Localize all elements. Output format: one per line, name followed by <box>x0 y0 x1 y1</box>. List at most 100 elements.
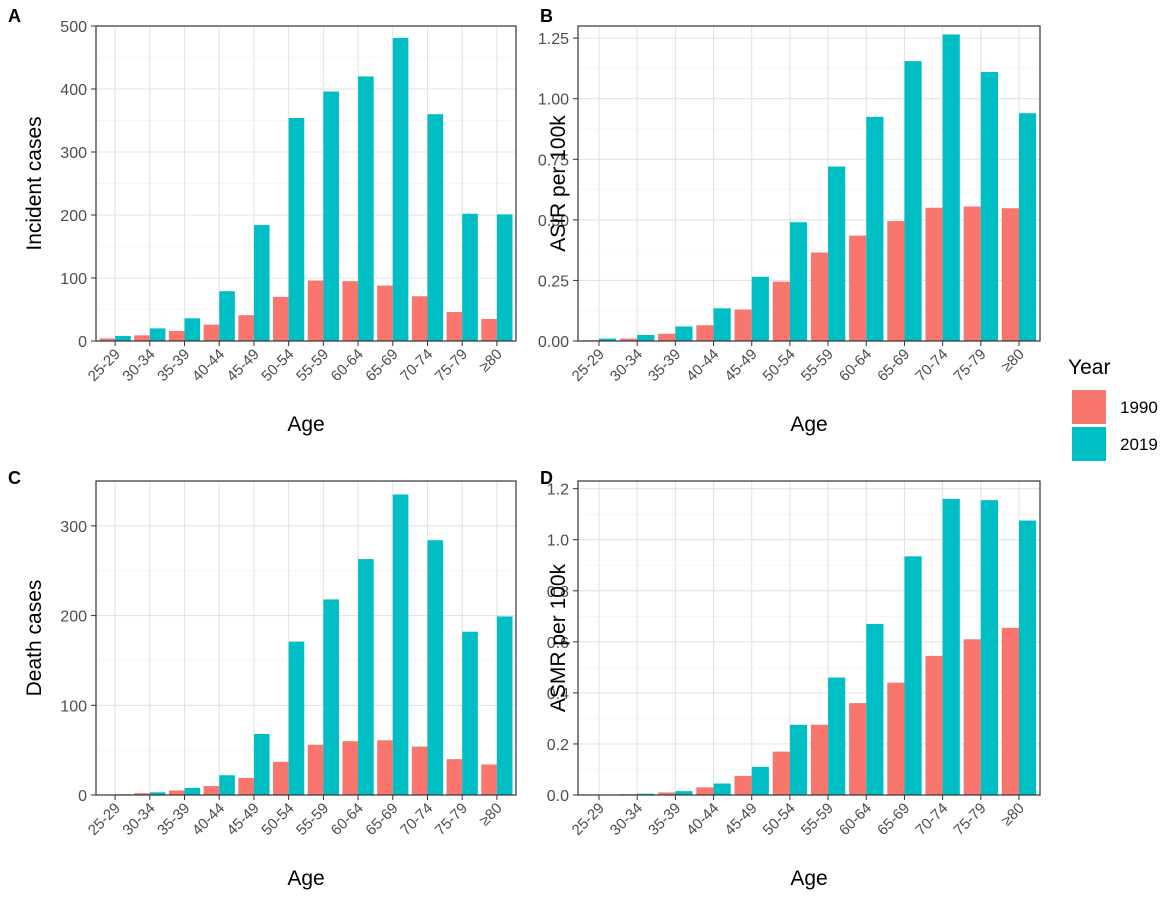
y-tick-label: 0.2 <box>547 737 569 754</box>
bar-1990-40-44 <box>204 325 220 341</box>
x-tick-label: ≥80 <box>998 800 1028 830</box>
bar-1990-55-59 <box>811 253 828 341</box>
x-tick-label: 75-79 <box>950 800 989 839</box>
panel-a: 010020030040050025-2930-3435-3940-4445-4… <box>8 6 516 436</box>
x-tick-label: 35-39 <box>645 346 684 385</box>
x-tick-label: 55-59 <box>798 800 837 839</box>
x-tick-label: 45-49 <box>721 346 760 385</box>
x-tick-label: 40-44 <box>683 346 722 385</box>
bar-2019-45-49 <box>254 734 270 795</box>
bar-2019-≥80 <box>497 214 513 341</box>
bar-1990-45-49 <box>735 310 752 342</box>
x-tick-label: 50-54 <box>258 800 297 839</box>
bar-1990-45-49 <box>238 315 254 341</box>
bar-2019-35-39 <box>675 326 692 341</box>
y-tick-label: 0.0 <box>547 788 569 805</box>
x-axis-title: Age <box>790 413 827 436</box>
bar-1990-≥80 <box>1002 628 1019 795</box>
panel-c: 010020030025-2930-3435-3940-4445-4950-54… <box>8 468 516 890</box>
bar-2019-40-44 <box>219 775 235 795</box>
x-tick-label: 70-74 <box>912 800 951 839</box>
x-tick-label: ≥80 <box>998 346 1028 376</box>
bar-1990-35-39 <box>658 334 675 341</box>
bar-2019-65-69 <box>393 38 409 341</box>
x-tick-label: 25-29 <box>85 346 124 385</box>
bar-2019-50-54 <box>289 642 305 795</box>
x-tick-label: 35-39 <box>154 346 193 385</box>
bar-2019-≥80 <box>1019 113 1036 341</box>
bar-2019-70-74 <box>943 34 960 341</box>
x-tick-label: 65-69 <box>362 346 401 385</box>
bar-2019-40-44 <box>714 308 731 341</box>
x-tick-label: 40-44 <box>189 346 228 385</box>
y-tick-label: 500 <box>60 19 87 36</box>
y-tick-label: 400 <box>60 82 87 99</box>
x-tick-label: 40-44 <box>683 800 722 839</box>
bar-1990-70-74 <box>412 296 428 341</box>
y-tick-label: 200 <box>60 208 87 225</box>
x-tick-label: 75-79 <box>950 346 989 385</box>
bar-2019-40-44 <box>219 291 235 341</box>
panel-label: A <box>8 6 21 26</box>
x-tick-label: 60-64 <box>328 346 367 385</box>
bar-2019-75-79 <box>981 500 998 795</box>
x-tick-label: 60-64 <box>836 800 875 839</box>
bar-2019-60-64 <box>358 76 374 341</box>
x-tick-label: 30-34 <box>119 800 158 839</box>
bar-1990-≥80 <box>1002 208 1019 341</box>
bar-1990-≥80 <box>481 319 497 341</box>
bar-2019-70-74 <box>427 540 443 795</box>
x-axis-title: Age <box>287 867 324 890</box>
x-tick-label: 50-54 <box>258 346 297 385</box>
legend-title: Year <box>1068 356 1110 379</box>
bar-1990-65-69 <box>377 740 393 795</box>
bar-1990-55-59 <box>308 745 324 795</box>
bar-1990-70-74 <box>412 747 428 795</box>
y-tick-label: 100 <box>60 698 87 715</box>
bar-2019-70-74 <box>943 499 960 795</box>
y-tick-label: 200 <box>60 609 87 626</box>
x-tick-label: 65-69 <box>874 346 913 385</box>
x-tick-label: 45-49 <box>224 800 263 839</box>
x-tick-label: 70-74 <box>397 800 436 839</box>
bar-2019-55-59 <box>828 167 845 341</box>
legend-label-2019: 2019 <box>1120 435 1158 454</box>
y-tick-label: 0.25 <box>538 273 569 290</box>
x-tick-label: 75-79 <box>432 346 471 385</box>
bar-1990-55-59 <box>308 281 324 341</box>
x-tick-label: 75-79 <box>432 800 471 839</box>
bar-1990-50-54 <box>273 297 289 341</box>
x-tick-label: 25-29 <box>569 346 608 385</box>
x-tick-label: 65-69 <box>874 800 913 839</box>
bar-1990-40-44 <box>696 325 713 341</box>
panel-label: D <box>540 468 553 488</box>
bar-1990-70-74 <box>925 208 942 341</box>
x-tick-label: 70-74 <box>397 346 436 385</box>
y-tick-label: 100 <box>60 271 87 288</box>
panel-border <box>96 481 516 795</box>
bar-1990-65-69 <box>887 221 904 341</box>
x-tick-label: 60-64 <box>328 800 367 839</box>
bar-2019-30-34 <box>637 335 654 341</box>
bar-2019-25-29 <box>115 336 131 341</box>
bar-2019-60-64 <box>358 559 374 795</box>
x-tick-label: 35-39 <box>154 800 193 839</box>
bar-2019-≥80 <box>497 616 513 795</box>
x-tick-label: 30-34 <box>607 800 646 839</box>
x-tick-label: 30-34 <box>607 346 646 385</box>
y-axis-title: Death cases <box>23 580 46 697</box>
x-tick-label: 25-29 <box>569 800 608 839</box>
bar-2019-≥80 <box>1019 521 1036 795</box>
y-tick-label: 0 <box>78 334 87 351</box>
bar-1990-55-59 <box>811 725 828 795</box>
bar-1990-70-74 <box>925 656 942 795</box>
bar-2019-75-79 <box>981 72 998 341</box>
x-tick-label: 45-49 <box>721 800 760 839</box>
bar-1990-65-69 <box>887 683 904 795</box>
bar-2019-65-69 <box>904 556 921 795</box>
x-tick-label: 70-74 <box>912 346 951 385</box>
bar-2019-60-64 <box>866 624 883 795</box>
